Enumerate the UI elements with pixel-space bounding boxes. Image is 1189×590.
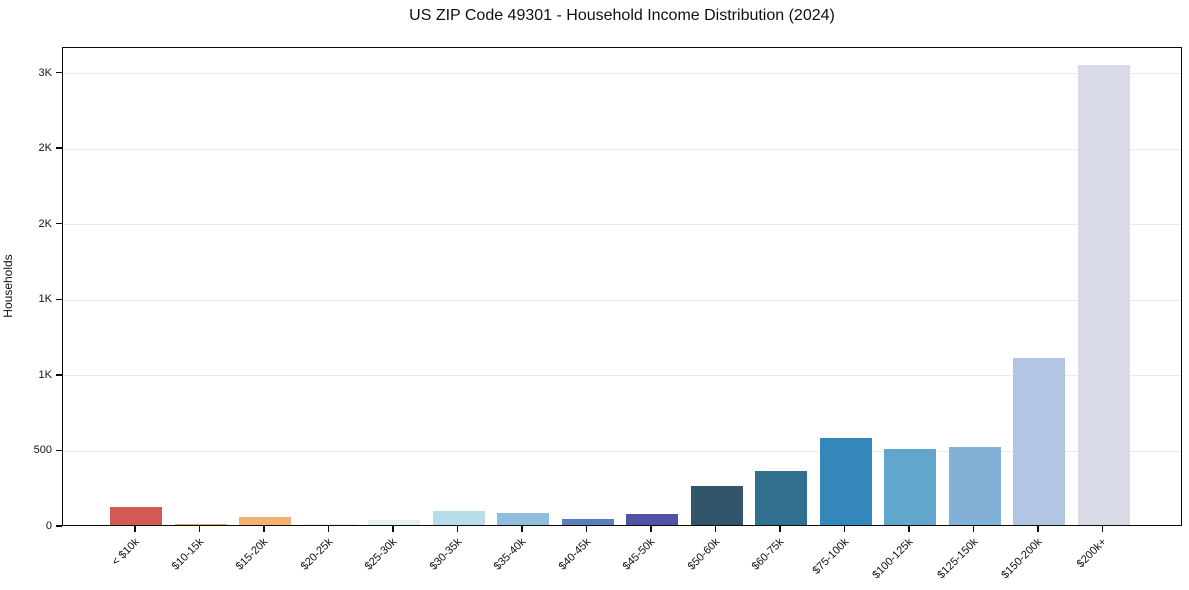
bar [432,511,485,525]
x-tick-label-text: $25-30k [362,536,400,573]
bar [110,506,162,525]
y-tick-label: 0 [45,520,52,532]
x-tick-mark [972,526,975,532]
x-tick-label-text: < $10k [109,536,142,569]
y-tick-label: 2K [38,142,52,155]
x-tick-mark [134,526,136,532]
x-tick-label-text: $20-25k [298,536,335,573]
bar [303,524,356,525]
x-tick-label-text: $150-200k [999,536,1045,582]
y-tick-mark [56,374,62,376]
x-tick-label-text: $10-15k [169,536,206,573]
bar [884,448,936,525]
gridline [63,299,1181,301]
bar [239,516,291,525]
gridline [63,224,1181,226]
gridline [63,375,1181,377]
x-tick-mark [650,526,652,532]
y-tick-mark [56,525,62,527]
bar [1013,357,1065,525]
bar [948,447,1001,525]
x-tick-label-text: $30-35k [427,536,464,573]
bar [497,512,549,525]
x-tick-mark [1101,526,1104,532]
bar [174,524,227,525]
bar [819,438,872,525]
x-tick-mark [327,526,330,532]
x-tick-label-text: $60-75k [749,536,787,573]
bar [1077,64,1130,525]
x-tick-label-text: $40-45k [556,536,593,573]
y-tick-label: 500 [33,444,52,457]
x-tick-label-text: $15-20k [233,536,271,573]
y-tick-label: 2K [38,217,52,230]
x-tick-mark [521,526,523,532]
x-tick-label-text: $45-50k [620,536,658,573]
x-tick-mark [392,526,394,532]
gridline [63,73,1181,74]
y-axis-label: Households [1,254,15,318]
x-tick-label-text: $125-150k [934,536,980,582]
x-tick-mark [585,526,588,532]
x-tick-mark [198,526,201,532]
bar [368,520,420,525]
y-tick-mark [56,222,62,225]
plot-area [62,47,1182,526]
x-tick-mark [263,526,265,532]
x-tick-mark [843,526,846,532]
y-tick-mark [56,298,62,300]
gridline [63,148,1181,150]
chart-title: US ZIP Code 49301 - Household Income Dis… [409,7,835,24]
x-tick-label-text: $50-60k [685,536,722,573]
bar [561,518,614,525]
bar [690,486,743,525]
x-tick-mark [908,526,910,532]
y-tick-label: 1K [38,368,52,381]
y-tick-label: 1K [38,293,52,306]
x-tick-label-text: $35-40k [491,536,529,573]
bar [626,514,678,525]
y-tick-label: 3K [38,66,52,79]
y-tick-mark [56,147,62,149]
x-tick-mark [714,526,717,532]
x-tick-label-text: $200k+ [1074,536,1109,571]
bar [755,470,807,525]
y-tick-mark [56,449,62,452]
x-tick-mark [779,526,781,532]
x-tick-mark [1037,526,1039,532]
y-tick-mark [56,71,62,74]
x-tick-mark [456,526,459,532]
x-tick-label-text: $100-125k [870,536,916,582]
x-tick-label-text: $75-100k [810,536,851,577]
gridline [63,450,1181,452]
